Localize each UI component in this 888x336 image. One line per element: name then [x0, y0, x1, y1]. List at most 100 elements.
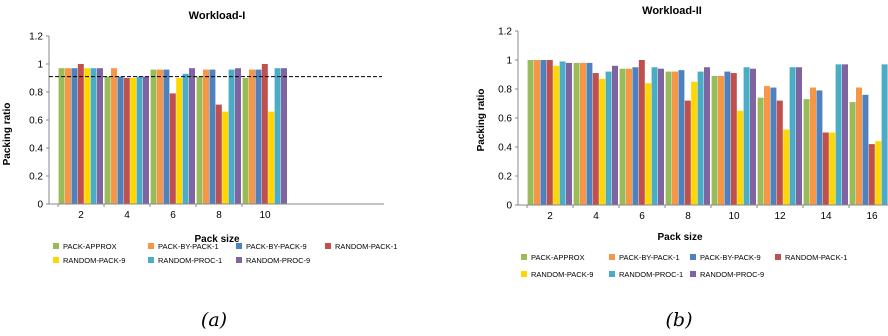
legend-label: PACK-BY-PACK-1 — [619, 253, 680, 262]
bar — [638, 60, 645, 205]
bar — [849, 102, 856, 205]
bar — [242, 78, 249, 204]
legend-swatch — [690, 254, 696, 260]
legend-label: RANDOM-PACK-9 — [531, 270, 593, 279]
bar — [71, 68, 78, 204]
y-tick-labels: 0 0.2 0.4 0.6 0.8 1 1.2 — [29, 32, 43, 211]
legend-swatch — [609, 254, 615, 260]
bar — [157, 69, 163, 204]
bar — [750, 68, 756, 205]
bar — [658, 68, 664, 205]
bar — [764, 86, 770, 205]
bar — [619, 68, 626, 205]
bar — [626, 68, 632, 205]
bar — [822, 132, 829, 205]
bar — [215, 104, 222, 204]
bar — [143, 76, 149, 204]
legend-label: RANDOM-PROC-1 — [158, 256, 222, 265]
bar — [566, 62, 572, 206]
bar — [222, 111, 229, 204]
bar — [881, 64, 888, 205]
bar — [875, 141, 882, 205]
x-tick-label: 8 — [685, 211, 691, 222]
bar — [711, 75, 718, 205]
x-tick-label: 6 — [639, 211, 645, 222]
bar — [209, 69, 216, 204]
x-tick-label: 2 — [547, 211, 553, 222]
y-tick-label: 1 — [506, 56, 512, 67]
bar — [862, 94, 869, 205]
x-tick-label: 10 — [259, 210, 271, 221]
bar — [553, 65, 560, 205]
bar — [176, 78, 183, 204]
x-tick-label: 16 — [866, 211, 878, 222]
legend-label: PACK-BY-PACK-9 — [246, 242, 307, 251]
chart-workload-ii: Workload-II Packing ratio Pack size 0 0.2… — [476, 5, 888, 279]
x-tick-label: 4 — [124, 210, 130, 221]
bar — [123, 78, 130, 204]
bar — [599, 78, 606, 205]
legend-label: PACK-BY-PACK-9 — [700, 253, 761, 262]
legend-label: RANDOM-PACK-1 — [335, 242, 397, 251]
legend-item: RANDOM-PACK-1 — [775, 253, 847, 262]
bar — [776, 100, 783, 205]
bar — [534, 60, 540, 205]
bar — [203, 69, 209, 204]
bar — [605, 71, 612, 205]
bar — [527, 60, 534, 205]
bar — [672, 71, 678, 205]
legend-swatch — [236, 257, 242, 263]
x-tick-label: 8 — [216, 210, 222, 221]
bar — [697, 71, 704, 205]
bar — [718, 75, 724, 205]
caption-a: (a) — [201, 309, 227, 331]
legend: PACK-APPROX PACK-BY-PACK-1 PACK-BY-PACK-9 R… — [53, 242, 397, 265]
bar — [724, 71, 731, 205]
chart-title: Workload-I — [189, 10, 246, 22]
y-tick-label: 0.6 — [29, 116, 43, 127]
bar — [97, 68, 103, 204]
bar — [111, 68, 117, 204]
x-tick-label: 12 — [774, 211, 786, 222]
y-tick-labels: 0 0.2 0.4 0.6 0.8 1 1.2 — [498, 27, 512, 212]
legend-swatch — [521, 271, 527, 277]
bar — [228, 69, 235, 204]
legend-label: RANDOM-PACK-1 — [785, 253, 847, 262]
legend-swatch — [521, 254, 527, 260]
bar — [743, 67, 750, 205]
bar — [163, 69, 170, 204]
caption-b: (b) — [666, 309, 693, 331]
y-tick-label: 0.4 — [29, 144, 43, 155]
bar — [58, 68, 65, 204]
x-tick-label: 4 — [593, 211, 599, 222]
y-tick-label: 1.2 — [29, 32, 43, 43]
bar — [632, 67, 639, 205]
legend-swatch — [325, 243, 331, 249]
bar — [796, 67, 802, 205]
bar — [546, 60, 553, 205]
bar — [169, 93, 176, 204]
bar — [540, 60, 547, 205]
legend: PACK-APPROX PACK-BY-PACK-1 PACK-BY-PACK-9 R… — [521, 253, 847, 279]
x-tick-label: 2 — [78, 210, 84, 221]
bar — [130, 78, 137, 204]
bar — [196, 76, 203, 204]
axes — [515, 30, 888, 208]
x-tick-label: 6 — [170, 210, 176, 221]
legend-item: PACK-BY-PACK-1 — [609, 253, 680, 262]
bar — [592, 73, 599, 205]
legend-swatch — [53, 243, 59, 249]
legend-item: RANDOM-PROC-1 — [148, 256, 222, 265]
bar — [737, 110, 744, 205]
bar — [665, 71, 672, 205]
bar — [189, 68, 195, 204]
bar — [730, 73, 737, 205]
legend-item: RANDOM-PROC-1 — [609, 270, 683, 279]
bar — [684, 100, 691, 205]
legend-swatch — [775, 254, 781, 260]
legend-item: PACK-BY-PACK-9 — [236, 242, 307, 251]
legend-item: RANDOM-PACK-9 — [521, 270, 593, 279]
y-tick-label: 0.2 — [29, 172, 43, 183]
x-tick-labels: 2 4 6 8 10 12 14 16 — [547, 211, 878, 222]
